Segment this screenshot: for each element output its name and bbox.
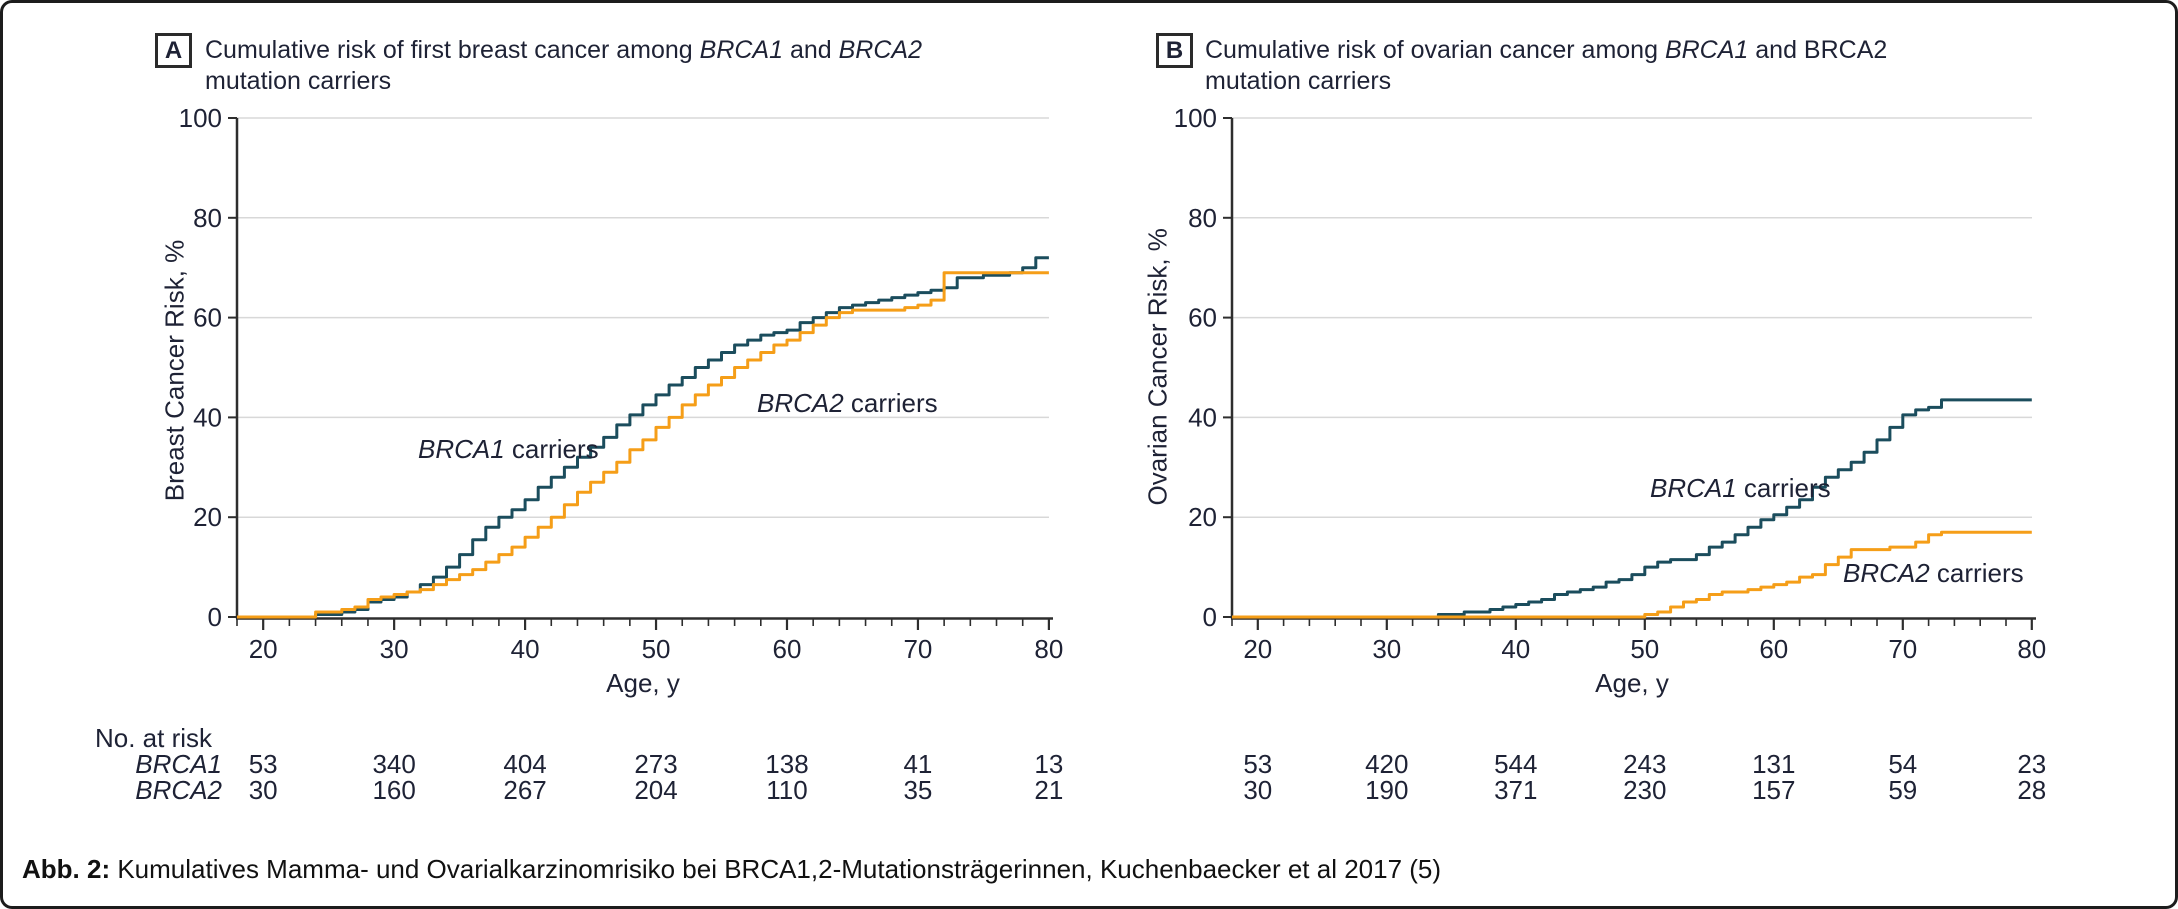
risk-value: 59 xyxy=(1888,775,1917,805)
panel-b-letter: B xyxy=(1165,36,1184,64)
y-tick-label: 60 xyxy=(193,303,222,333)
risk-value: 23 xyxy=(2017,749,2046,779)
x-tick-label: 50 xyxy=(642,634,671,664)
curve-brca1-carriers xyxy=(1232,398,2032,619)
risk-value: 204 xyxy=(634,775,677,805)
caption-text: Kumulatives Mamma- und Ovarialkarzinomri… xyxy=(110,854,1442,884)
risk-value: 53 xyxy=(1243,749,1272,779)
y-tick-label: 100 xyxy=(1174,103,1217,133)
curve-brca2-carriers xyxy=(1232,530,2032,619)
panel-b-title-line2: mutation carriers xyxy=(1205,67,1392,95)
y-tick-label: 80 xyxy=(193,203,222,233)
caption-label: Abb. 2: xyxy=(22,854,111,884)
risk-row-label: BRCA2 xyxy=(135,775,222,805)
y-tick-label: 40 xyxy=(1188,402,1217,432)
y-tick-label: 20 xyxy=(1188,502,1217,532)
panel-b-label-box: B xyxy=(1156,33,1193,68)
risk-value: 35 xyxy=(903,775,932,805)
risk-value: 138 xyxy=(765,749,808,779)
risk-value: 53 xyxy=(249,749,278,779)
x-tick-label: 60 xyxy=(1759,634,1788,664)
risk-value: 273 xyxy=(634,749,677,779)
x-tick-label: 80 xyxy=(1034,634,1063,664)
risk-value: 54 xyxy=(1888,749,1917,779)
series-label: BRCA1 carriers xyxy=(418,434,599,464)
risk-value: 243 xyxy=(1623,749,1666,779)
y-tick-label: 60 xyxy=(1188,303,1217,333)
y-tick-label: 80 xyxy=(1188,203,1217,233)
risk-value: 190 xyxy=(1365,775,1408,805)
panel-a-title-line1: Cumulative risk of first breast cancer a… xyxy=(205,36,922,64)
x-tick-label: 30 xyxy=(380,634,409,664)
panel-a-title: Cumulative risk of first breast cancer a… xyxy=(205,35,922,97)
x-tick-label: 40 xyxy=(1501,634,1530,664)
x-tick-label: 30 xyxy=(1372,634,1401,664)
risk-value: 30 xyxy=(1243,775,1272,805)
series-label: BRCA2 carriers xyxy=(757,388,938,418)
risk-value: 41 xyxy=(903,749,932,779)
x-tick-label: 70 xyxy=(903,634,932,664)
x-tick-label: 60 xyxy=(773,634,802,664)
risk-value: 21 xyxy=(1034,775,1063,805)
risk-value: 267 xyxy=(503,775,546,805)
y-tick-label: 0 xyxy=(208,602,222,632)
panel-b-y-axis-label: Ovarian Cancer Risk, % xyxy=(1142,228,1173,506)
risk-value: 420 xyxy=(1365,749,1408,779)
x-tick-label: 40 xyxy=(511,634,540,664)
risk-value: 340 xyxy=(372,749,415,779)
x-tick-label: 70 xyxy=(1888,634,1917,664)
panel-a-title-line2: mutation carriers xyxy=(205,67,392,95)
series-label: BRCA1 carriers xyxy=(1650,473,1831,503)
y-tick-label: 100 xyxy=(179,103,222,133)
y-tick-label: 20 xyxy=(193,502,222,532)
risk-value: 371 xyxy=(1494,775,1537,805)
risk-value: 404 xyxy=(503,749,546,779)
risk-value: 28 xyxy=(2017,775,2046,805)
risk-value: 160 xyxy=(372,775,415,805)
panel-b-title-line1: Cumulative risk of ovarian cancer among … xyxy=(1205,36,1888,64)
x-tick-label: 20 xyxy=(1243,634,1272,664)
panel-b-x-axis-label: Age, y xyxy=(1595,668,1669,698)
series-label: BRCA2 carriers xyxy=(1843,558,2024,588)
y-tick-label: 40 xyxy=(193,402,222,432)
risk-value: 544 xyxy=(1494,749,1537,779)
risk-value: 110 xyxy=(766,775,807,805)
panel-a-y-axis-label: Breast Cancer Risk, % xyxy=(159,239,190,502)
risk-value: 157 xyxy=(1752,775,1795,805)
risk-value: 230 xyxy=(1623,775,1666,805)
risk-value: 131 xyxy=(1752,749,1795,779)
x-tick-label: 50 xyxy=(1630,634,1659,664)
y-tick-label: 0 xyxy=(1203,602,1217,632)
x-tick-label: 20 xyxy=(249,634,278,664)
panel-a-x-axis-label: Age, y xyxy=(606,668,680,698)
risk-row-label: BRCA1 xyxy=(135,749,222,779)
panel-b-title: Cumulative risk of ovarian cancer among … xyxy=(1205,35,1887,97)
figure-caption: Abb. 2: Kumulatives Mamma- und Ovarialka… xyxy=(22,854,1441,885)
risk-value: 30 xyxy=(249,775,278,805)
risk-value: 13 xyxy=(1034,749,1063,779)
panel-a-label-box: A xyxy=(155,33,192,68)
x-tick-label: 80 xyxy=(2017,634,2046,664)
risk-table-header: No. at risk xyxy=(95,723,213,753)
curve-brca2-carriers xyxy=(237,271,1049,619)
panel-a-letter: A xyxy=(164,36,183,64)
curve-brca1-carriers xyxy=(237,256,1049,619)
